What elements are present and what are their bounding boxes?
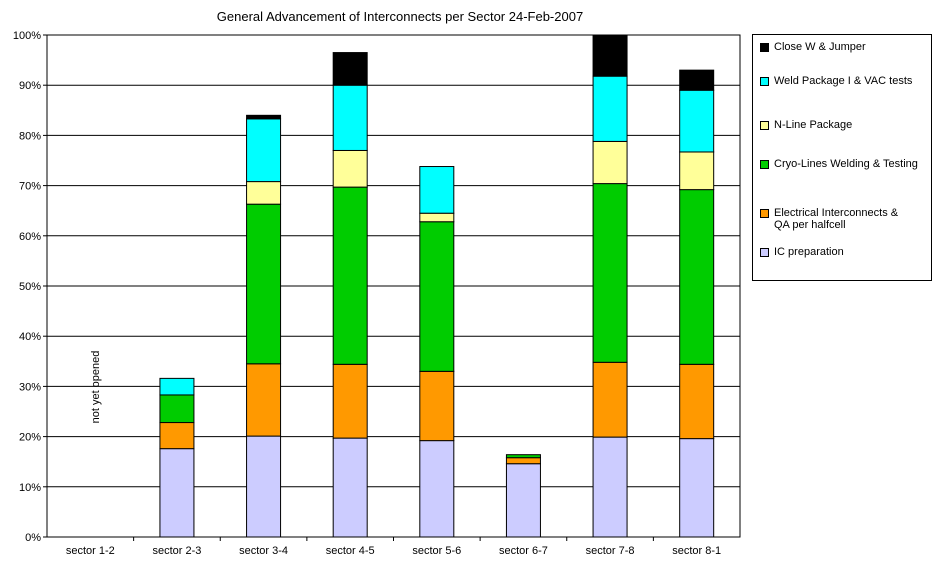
bar-segment	[419, 440, 455, 538]
bar-segment	[679, 89, 715, 153]
x-tick-label: sector 8-1	[672, 545, 721, 557]
legend-swatch	[760, 121, 769, 130]
legend-item: IC preparation	[760, 246, 930, 258]
bar-segment	[246, 435, 282, 538]
bar-segment	[419, 212, 455, 223]
bar-segment	[505, 463, 541, 538]
x-tick-label: sector 1-2	[66, 545, 115, 557]
y-tick-label: 10%	[19, 482, 41, 494]
legend-swatch	[760, 209, 769, 218]
legend-item: Close W & Jumper	[760, 41, 930, 53]
bar-segment	[332, 186, 368, 365]
bar-segment	[592, 361, 628, 438]
legend-label: N-Line Package	[774, 119, 853, 131]
bar-segment	[679, 69, 715, 91]
bar-segment	[679, 151, 715, 191]
bar-segment	[159, 422, 195, 450]
chart-title: General Advancement of Interconnects per…	[217, 9, 583, 24]
bar-segment	[679, 438, 715, 538]
y-tick-label: 0%	[25, 532, 41, 544]
gridlines	[47, 84, 740, 488]
legend: Close W & Jumper Weld Package I & VAC tes…	[752, 34, 932, 281]
bar-segment	[246, 203, 282, 365]
legend-swatch	[760, 77, 769, 86]
bar-segment	[246, 181, 282, 205]
legend-swatch	[760, 248, 769, 257]
y-tick-label: 60%	[19, 231, 41, 243]
x-axis-ticks: sector 1-2 sector 2-3 sector 3-4 sector 4-5…	[66, 537, 721, 557]
bar-segment	[246, 363, 282, 437]
y-tick-label: 70%	[19, 181, 41, 193]
bar-segment	[679, 189, 715, 365]
bar-segment	[159, 394, 195, 424]
legend-label: Close W & Jumper	[774, 41, 866, 53]
legend-item: Electrical Interconnects & QA per halfce…	[760, 207, 930, 231]
y-tick-label: 100%	[13, 30, 41, 42]
bar-segment	[159, 377, 195, 396]
legend-item: N-Line Package	[760, 119, 930, 131]
legend-label: IC preparation	[774, 246, 844, 258]
bars	[159, 34, 715, 538]
y-tick-label: 20%	[19, 432, 41, 444]
y-axis-ticks: 0% 10% 20% 30% 40% 50% 60% 70% 80% 90% 100%	[13, 30, 47, 544]
x-tick-label: sector 4-5	[326, 545, 375, 557]
bar-segment	[419, 221, 455, 372]
bar-segment	[246, 114, 282, 120]
bar-segment	[679, 363, 715, 440]
bar-segment	[592, 183, 628, 363]
bar-segment	[505, 457, 541, 465]
bar-segment	[332, 363, 368, 439]
legend-item: Cryo-Lines Welding & Testing	[760, 158, 930, 170]
y-tick-label: 40%	[19, 331, 41, 343]
bar-segment	[419, 166, 455, 214]
legend-swatch	[760, 160, 769, 169]
bar-segment	[246, 118, 282, 183]
x-tick-label: sector 7-8	[586, 545, 635, 557]
y-tick-label: 80%	[19, 130, 41, 142]
bar-segment	[159, 448, 195, 538]
legend-swatch	[760, 43, 769, 52]
annotation-not-yet-opened: not yet opened	[90, 351, 102, 424]
bar-segment	[592, 75, 628, 142]
legend-label: Cryo-Lines Welding & Testing	[774, 158, 918, 170]
x-tick-label: sector 3-4	[239, 545, 288, 557]
y-tick-label: 90%	[19, 80, 41, 92]
bar-segment	[505, 454, 541, 459]
legend-label: Weld Package I & VAC tests	[774, 75, 913, 87]
bar-segment	[592, 34, 628, 77]
bar-segment	[592, 140, 628, 185]
bar-segment	[332, 52, 368, 86]
bar-segment	[332, 149, 368, 188]
bar-segment	[419, 370, 455, 442]
y-tick-label: 30%	[19, 381, 41, 393]
bar-segment	[332, 84, 368, 151]
x-tick-label: sector 6-7	[499, 545, 548, 557]
legend-label: Electrical Interconnects & QA per halfce…	[774, 207, 899, 231]
bar-segment	[592, 436, 628, 538]
y-tick-label: 50%	[19, 281, 41, 293]
x-tick-label: sector 5-6	[412, 545, 461, 557]
legend-item: Weld Package I & VAC tests	[760, 75, 930, 87]
x-tick-label: sector 2-3	[152, 545, 201, 557]
bar-segment	[332, 437, 368, 538]
